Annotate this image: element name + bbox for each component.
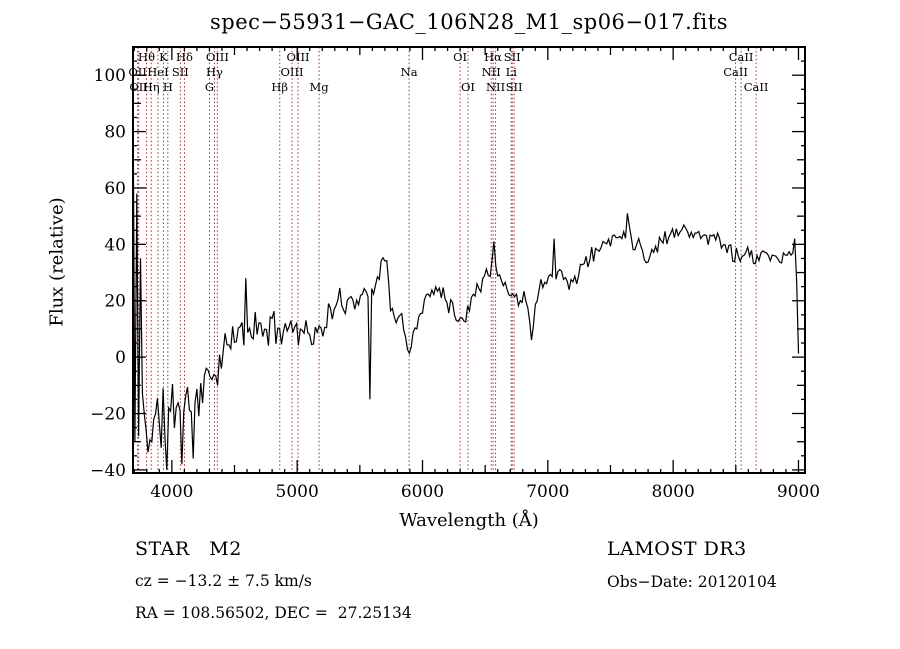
spectral-line-label: SII [172, 65, 189, 79]
spectral-line-label: HeI [147, 65, 168, 79]
spectral-line-label: G [205, 80, 214, 94]
y-tick-label: 80 [104, 123, 126, 143]
x-tick-label: 5000 [276, 482, 319, 502]
spectral-line-label: OI [453, 50, 467, 64]
y-tick-label: 20 [104, 292, 126, 312]
spectral-line-label: OIII [206, 50, 229, 64]
spectral-line-label: OI [461, 80, 475, 94]
spectral-line-label: Hδ [176, 50, 193, 64]
survey-text: LAMOST DR3 [607, 538, 747, 560]
spectral-line-label: Hγ [206, 65, 223, 79]
spectral-line-label: OII [129, 80, 148, 94]
y-tick-label: 0 [115, 348, 126, 368]
star-class-text: STAR M2 [135, 538, 242, 560]
spectral-line-label: Na [401, 65, 418, 79]
spectral-line-label: Hβ [271, 80, 288, 94]
spectral-line-label: Hα [484, 50, 502, 64]
spectral-line-label: SII [504, 50, 521, 64]
plot-title: spec−55931−GAC_106N28_M1_sp06−017.fits [210, 10, 728, 34]
spectral-line-label: OIII [281, 65, 304, 79]
radec-text: RA = 108.56502, DEC = 27.25134 [135, 604, 412, 622]
spectral-line-label: Hθ [138, 50, 155, 64]
spectral-line-label: CaII [744, 80, 769, 94]
y-tick-label: 40 [104, 235, 126, 255]
y-tick-label: 60 [104, 179, 126, 199]
y-tick-label: −40 [90, 461, 126, 481]
y-axis-label: Flux (relative) [46, 197, 68, 327]
spectral-line-label: H [163, 80, 173, 94]
spectral-line-label: Li [506, 65, 518, 79]
spectrum-trace [132, 89, 800, 470]
spectral-line-label: OII [128, 65, 147, 79]
y-tick-label: 100 [94, 66, 126, 86]
spectral-line-label: NII [482, 65, 501, 79]
x-tick-label: 9000 [777, 482, 820, 502]
x-tick-label: 4000 [150, 482, 193, 502]
spectral-line-label: CaII [729, 50, 754, 64]
obsdate-text: Obs−Date: 20120104 [607, 573, 777, 591]
x-tick-label: 7000 [526, 482, 569, 502]
x-axis-label: Wavelength (Å) [399, 510, 539, 531]
spectral-line-label: NII [486, 80, 505, 94]
spectral-line-label: CaII [723, 65, 748, 79]
x-tick-label: 8000 [652, 482, 695, 502]
spectral-line-label: SII [506, 80, 523, 94]
spectral-line-label: Mg [310, 80, 330, 94]
plot-frame [132, 46, 806, 474]
spectral-line-label: Hη [143, 80, 160, 94]
y-tick-label: −20 [90, 405, 126, 425]
cz-text: cz = −13.2 ± 7.5 km/s [135, 572, 312, 590]
spectral-line-label: K [159, 50, 168, 64]
x-tick-label: 6000 [401, 482, 444, 502]
spectral-line-label: OIII [287, 50, 310, 64]
